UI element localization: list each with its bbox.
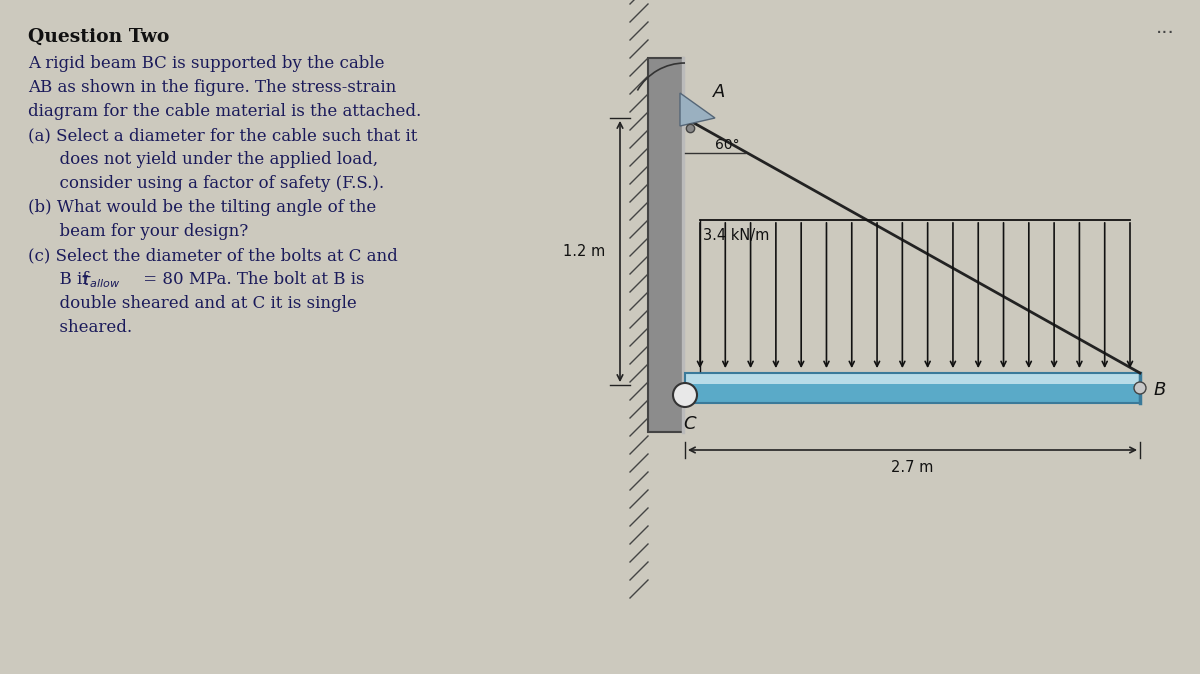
Text: 1.2 m: 1.2 m — [563, 244, 605, 259]
Text: sheared.: sheared. — [28, 319, 132, 336]
Text: diagram for the cable material is the attached.: diagram for the cable material is the at… — [28, 103, 421, 120]
Text: $\tau_{allow}$: $\tau_{allow}$ — [80, 273, 121, 290]
Text: A: A — [713, 83, 725, 101]
Text: double sheared and at C it is single: double sheared and at C it is single — [28, 295, 356, 312]
Text: A rigid beam BC is supported by the cable: A rigid beam BC is supported by the cabl… — [28, 55, 384, 72]
Circle shape — [1134, 382, 1146, 394]
Text: B: B — [1154, 381, 1166, 399]
Text: (b) What would be the tilting angle of the: (b) What would be the tilting angle of t… — [28, 199, 377, 216]
FancyBboxPatch shape — [685, 384, 1140, 403]
Text: consider using a factor of safety (F.S.).: consider using a factor of safety (F.S.)… — [28, 175, 384, 192]
Text: 3.4 kN/m: 3.4 kN/m — [703, 228, 769, 243]
Text: C: C — [683, 415, 696, 433]
Text: 60°: 60° — [715, 138, 739, 152]
Text: (a) Select a diameter for the cable such that it: (a) Select a diameter for the cable such… — [28, 127, 418, 144]
Polygon shape — [680, 93, 715, 126]
Text: AB as shown in the figure. The stress-strain: AB as shown in the figure. The stress-st… — [28, 79, 396, 96]
Text: does not yield under the applied load,: does not yield under the applied load, — [28, 151, 378, 168]
Text: ...: ... — [1157, 18, 1175, 37]
Text: 2.7 m: 2.7 m — [892, 460, 934, 475]
Text: beam for your design?: beam for your design? — [28, 223, 248, 240]
Text: Question Two: Question Two — [28, 28, 169, 46]
FancyBboxPatch shape — [648, 58, 683, 432]
Text: (c) Select the diameter of the bolts at C and: (c) Select the diameter of the bolts at … — [28, 247, 397, 264]
Text: B if: B if — [28, 271, 94, 288]
FancyBboxPatch shape — [685, 373, 1140, 384]
Text: = 80 MPa. The bolt at B is: = 80 MPa. The bolt at B is — [138, 271, 365, 288]
Circle shape — [673, 383, 697, 407]
